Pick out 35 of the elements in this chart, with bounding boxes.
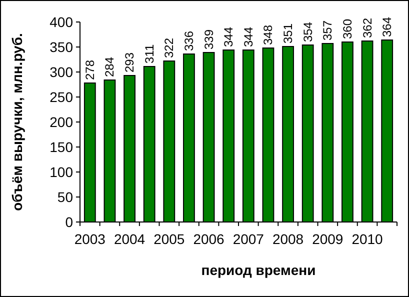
data-label: 362 <box>360 18 374 38</box>
y-tick-label: 150 <box>50 138 74 155</box>
y-tick-label: 250 <box>50 88 74 105</box>
x-tick-label: 2007 <box>232 231 264 247</box>
y-tick-label: 200 <box>50 114 74 130</box>
data-label: 293 <box>122 52 137 72</box>
data-label: 311 <box>142 44 156 64</box>
data-label: 348 <box>261 24 276 45</box>
x-tick-label: 2010 <box>352 231 384 247</box>
data-label: 322 <box>162 38 176 58</box>
data-label: 344 <box>241 26 256 47</box>
data-label: 339 <box>202 29 216 50</box>
x-tick-label: 2006 <box>193 231 225 247</box>
x-axis-title: период времени <box>201 262 316 278</box>
y-tick-label: 0 <box>65 214 74 230</box>
data-label: 351 <box>281 23 296 44</box>
x-tick-label: 2008 <box>272 231 304 247</box>
data-label: 344 <box>222 26 236 47</box>
y-tick-label: 100 <box>50 164 74 180</box>
x-tick-label: 2009 <box>312 231 344 247</box>
data-label: 364 <box>380 16 394 37</box>
y-tick-label: 400 <box>50 14 74 30</box>
y-tick-label: 350 <box>50 38 74 55</box>
y-axis-title: объём выручки, млн.руб. <box>9 33 25 211</box>
data-label: 354 <box>300 22 315 42</box>
y-tick-label: 300 <box>50 64 74 80</box>
data-label: 336 <box>182 30 196 51</box>
data-label: 357 <box>320 20 335 40</box>
x-tick-label: 2005 <box>154 231 185 247</box>
x-tick-label: 2003 <box>74 231 106 247</box>
data-label: 360 <box>340 18 354 39</box>
y-tick-label: 50 <box>57 188 74 205</box>
data-label: 284 <box>102 56 117 77</box>
x-tick-label: 2004 <box>114 231 146 247</box>
data-label: 278 <box>82 60 97 80</box>
